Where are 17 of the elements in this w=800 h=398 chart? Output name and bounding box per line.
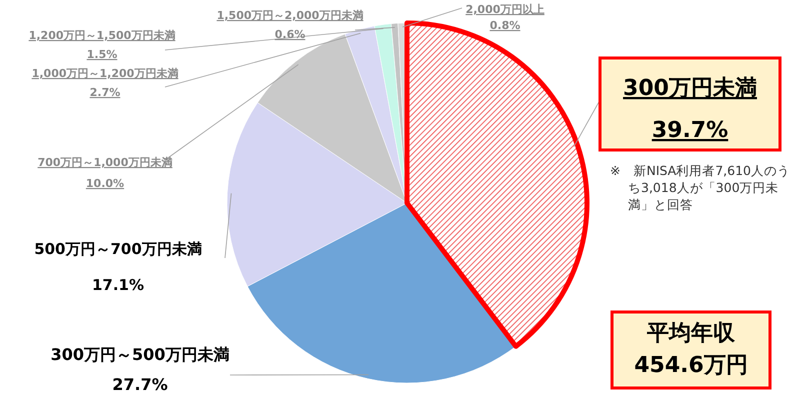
data-label: 10.0%: [86, 177, 124, 190]
slice-label: 2,000万円以上: [466, 3, 544, 16]
slice-label: 700万円～1,000万円未満: [38, 156, 172, 169]
data-label: 39.7%: [652, 118, 728, 143]
slice-label: 300万円未満: [623, 76, 757, 101]
slice-label: 1,500万円～2,000万円未満: [216, 9, 364, 22]
data-label: 1.5%: [86, 48, 118, 61]
slice-label: 1,200万円～1,500万円未満: [28, 29, 176, 42]
data-label: 0.6%: [274, 28, 306, 41]
slice-label: 500万円～700万円未満: [34, 240, 202, 258]
slice-label: 300万円～500万円未満: [50, 345, 230, 364]
data-label: 0.8%: [490, 19, 520, 32]
data-label: 2.7%: [90, 86, 120, 99]
data-label: 27.7%: [112, 375, 168, 394]
slice-label: 1,000万円～1,200万円未満: [32, 67, 178, 80]
data-label: 17.1%: [92, 276, 144, 294]
annotations: ※ 新NISA利用者7,610人のうち3,018人が「300万円未満」と回答 平均年収 454.6万円: [610, 163, 790, 390]
